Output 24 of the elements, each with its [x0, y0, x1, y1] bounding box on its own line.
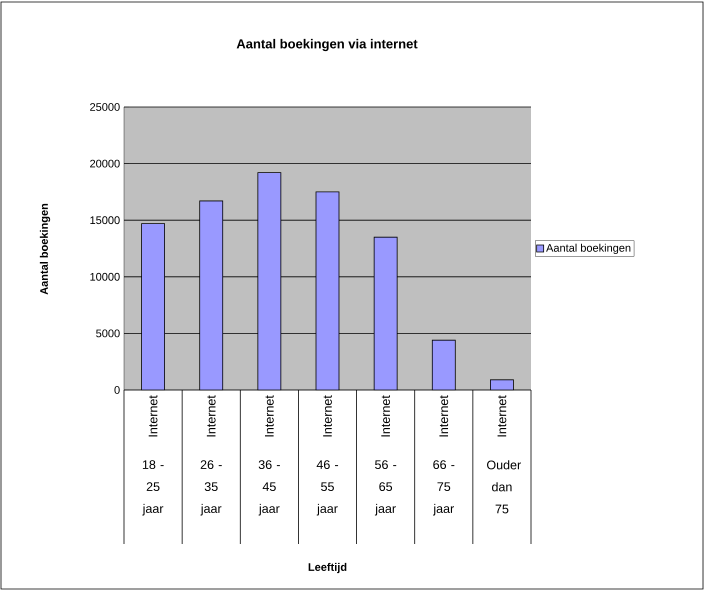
y-axis-title: Aantal boekingen [40, 204, 50, 295]
x-tick-label: 18 - 25 jaar [142, 460, 164, 516]
text: Internet [498, 395, 506, 436]
text: Internet [439, 395, 448, 436]
text: Internet [206, 395, 216, 436]
y-tick-label: 0 [114, 386, 120, 394]
text: Internet [381, 395, 390, 436]
x-tick-label: 26 - 35 jaar [200, 460, 222, 516]
x-tick-label: 36 - 45 jaar [258, 460, 280, 516]
y-tick-label: 15000 [90, 216, 120, 224]
x-tick-label: 56 - 65 jaar [374, 460, 396, 516]
x-axis-title: Leeftijd [308, 562, 346, 574]
text: Internet [323, 395, 332, 436]
x-tick-label: Ouder dan 75 [487, 460, 521, 514]
legend-label: Aantal boekingen [546, 244, 630, 254]
x-tick-label: 66 - 75 jaar [433, 460, 454, 516]
x-tick-label: 46 - 55 jaar [316, 460, 338, 516]
y-tick-label: 25000 [90, 103, 120, 111]
chart-title: Aantal boekingen via internet [236, 38, 418, 52]
y-tick-label: 20000 [90, 160, 120, 168]
y-tick-label: 5000 [96, 330, 120, 338]
text: Internet [265, 395, 274, 436]
y-tick-label: 10000 [90, 272, 120, 281]
text: Internet [148, 395, 158, 436]
